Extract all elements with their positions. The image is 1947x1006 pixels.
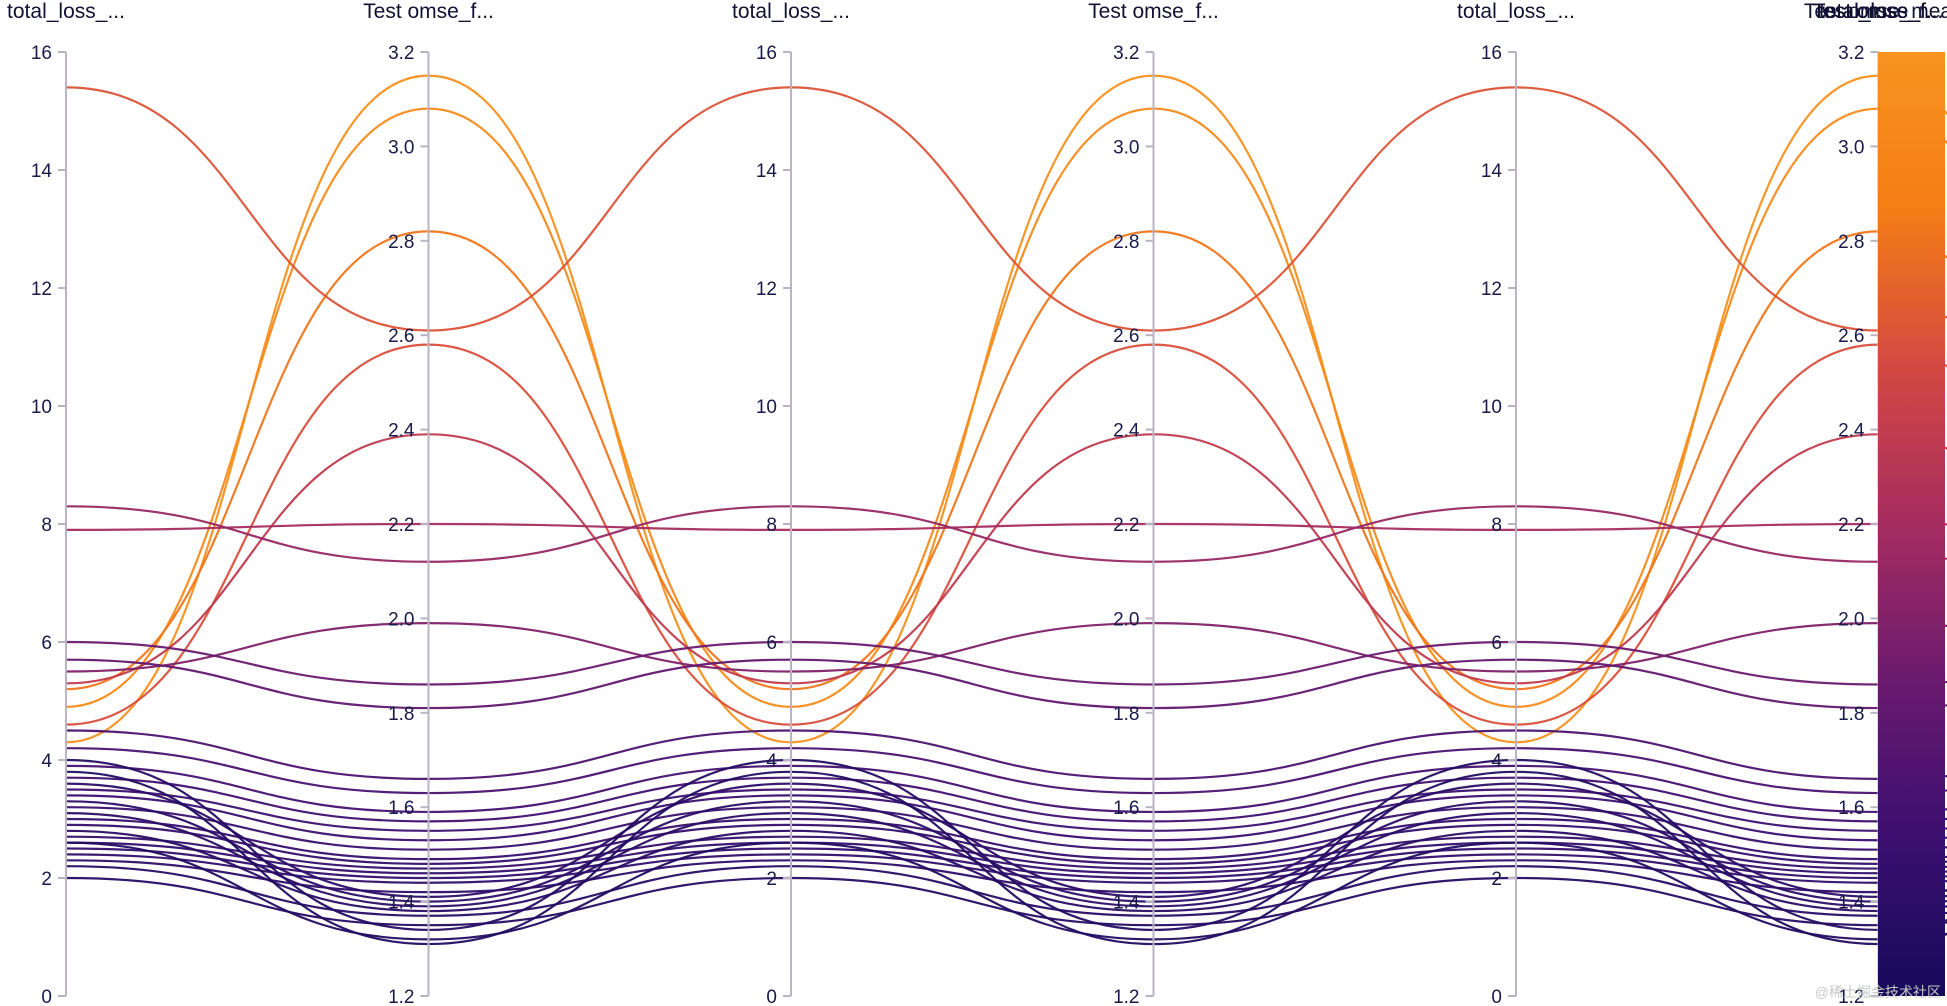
tick-label: 3.0 bbox=[1113, 137, 1139, 158]
axis-title: Test omse_f... bbox=[1813, 0, 1944, 23]
tick-label: 4 bbox=[1491, 751, 1502, 772]
tick-label: 0 bbox=[766, 987, 777, 1006]
tick-label: 1.8 bbox=[1113, 704, 1139, 725]
axis-title: total_loss_... bbox=[1819, 0, 1937, 23]
tick-label: 1.8 bbox=[1838, 704, 1864, 725]
tick-label: 16 bbox=[1481, 43, 1502, 64]
tick-label: 2.0 bbox=[1113, 609, 1139, 630]
axis-title: Test omse_f... bbox=[1813, 0, 1944, 23]
tick-label: 3.0 bbox=[1838, 137, 1864, 158]
axis-title: total_loss_... bbox=[1819, 0, 1937, 23]
tick-label: 1.8 bbox=[388, 704, 414, 725]
tick-label: 8 bbox=[766, 515, 777, 536]
tick-label: 6 bbox=[41, 633, 52, 654]
run-line-13[interactable] bbox=[65, 747, 1947, 795]
tick-label: 10 bbox=[31, 397, 52, 418]
colorbar bbox=[1878, 52, 1945, 996]
tick-label: 12 bbox=[1481, 279, 1502, 300]
tick-label: 1.2 bbox=[1838, 987, 1864, 1006]
axis-9[interactable]: 0246810121416total_loss_... bbox=[1819, 0, 1947, 1006]
tick-label: 4 bbox=[41, 751, 52, 772]
run-line-1[interactable] bbox=[65, 74, 1947, 744]
tick-label: 0 bbox=[1491, 987, 1502, 1006]
tick-label: 1.6 bbox=[1838, 798, 1864, 819]
tick-label: 1.4 bbox=[1113, 893, 1140, 914]
axis-title: Test omse_mea bbox=[1804, 0, 1947, 23]
tick-label: 2.4 bbox=[1113, 421, 1140, 442]
axis-title: total_loss_... bbox=[7, 0, 125, 23]
tick-label: 2.6 bbox=[388, 326, 414, 347]
tick-label: 0 bbox=[41, 987, 52, 1006]
tick-label: 2.2 bbox=[1113, 515, 1139, 536]
tick-label: 2.6 bbox=[1838, 326, 1864, 347]
tick-label: 2.8 bbox=[1113, 232, 1139, 253]
axis-title: total_loss_... bbox=[1457, 0, 1575, 23]
tick-label: 3.2 bbox=[1838, 43, 1864, 64]
axis-2[interactable]: 1.2 1.4 1.6 1.8 2.0 2.2 2.4 2.6 2.8 3.0 3.2 Test om… bbox=[363, 0, 494, 1006]
tick-label: 12 bbox=[31, 279, 52, 300]
axis-3[interactable]: 0 2 4 6 8 10 12 14 16 total_loss_... bbox=[732, 0, 850, 1006]
tick-label: 1.2 bbox=[1113, 987, 1139, 1006]
axis-title: Test omse_f... bbox=[1813, 0, 1944, 23]
tick-label: 14 bbox=[31, 161, 53, 182]
tick-label: 10 bbox=[1481, 397, 1502, 418]
axis-title: total_loss_... bbox=[732, 0, 850, 23]
tick-label: 1.6 bbox=[1113, 798, 1139, 819]
tick-label: 2.4 bbox=[388, 421, 415, 442]
tick-label: 6 bbox=[766, 633, 777, 654]
run-line-10[interactable] bbox=[65, 640, 1947, 686]
tick-label: 3.0 bbox=[388, 137, 414, 158]
tick-label: 8 bbox=[1491, 515, 1502, 536]
tick-label: 1.2 bbox=[388, 987, 414, 1006]
run-line-5[interactable] bbox=[65, 343, 1947, 726]
axis-8[interactable]: 1.2 1.4 1.6 1.8 2.0 2.2 2.4 2.6 2.8 3.0 3.2 Test om… bbox=[1813, 0, 1947, 1006]
run-line-32[interactable] bbox=[65, 758, 1947, 932]
run-line-11[interactable] bbox=[65, 658, 1947, 710]
tick-label: 3.2 bbox=[388, 43, 414, 64]
run-line-3[interactable] bbox=[65, 230, 1947, 691]
run-line-12[interactable] bbox=[65, 729, 1947, 780]
tick-label: 1.6 bbox=[388, 798, 414, 819]
tick-label: 2 bbox=[766, 869, 777, 890]
run-line-2[interactable] bbox=[65, 107, 1947, 709]
colorbar-gradient bbox=[1878, 52, 1945, 996]
axis-title: Test omse_f... bbox=[363, 0, 494, 23]
axis-11[interactable]: 1.2 1.4 1.6 1.8 2.0 2.2 2.4 2.6 2.8 3.0 3.2 Test om… bbox=[1804, 0, 1947, 1006]
run-line-34[interactable] bbox=[65, 770, 1947, 946]
tick-label: 8 bbox=[41, 515, 52, 536]
tick-label: 2.8 bbox=[1838, 232, 1864, 253]
tick-label: 16 bbox=[756, 43, 777, 64]
run-line-9[interactable] bbox=[65, 622, 1947, 673]
tick-label: 2.4 bbox=[1838, 421, 1865, 442]
tick-label: 3.2 bbox=[1113, 43, 1139, 64]
axis-7[interactable]: 0246810121416total_loss_... bbox=[1819, 0, 1947, 1006]
axis-5[interactable]: 0 2 4 6 8 10 12 14 16 total_loss_... bbox=[1457, 0, 1575, 1006]
tick-label: 2.2 bbox=[388, 515, 414, 536]
tick-label: 1.4 bbox=[388, 893, 415, 914]
tick-label: 6 bbox=[1491, 633, 1502, 654]
axis-10[interactable]: 1.2 1.4 1.6 1.8 2.0 2.2 2.4 2.6 2.8 3.0 3.2 Test om… bbox=[1813, 0, 1947, 1006]
tick-label: 2 bbox=[1491, 869, 1502, 890]
tick-label: 10 bbox=[756, 397, 777, 418]
tick-label: 2.0 bbox=[1838, 609, 1864, 630]
tick-label: 16 bbox=[31, 43, 52, 64]
tick-label: 2.8 bbox=[388, 232, 414, 253]
run-lines bbox=[65, 74, 1947, 946]
tick-label: 4 bbox=[766, 751, 777, 772]
tick-label: 2.6 bbox=[1113, 326, 1139, 347]
tick-label: 2.2 bbox=[1838, 515, 1864, 536]
axis-title: Test omse_f... bbox=[1088, 0, 1219, 23]
tick-label: 14 bbox=[1481, 161, 1503, 182]
run-line-4[interactable] bbox=[65, 86, 1947, 332]
axis-1[interactable]: 0 2 4 6 8 10 12 14 16 total_loss_... bbox=[7, 0, 125, 1006]
axis-4[interactable]: 1.2 1.4 1.6 1.8 2.0 2.2 2.4 2.6 2.8 3.0 3.2 Test om… bbox=[1088, 0, 1219, 1006]
tick-label: 2.0 bbox=[388, 609, 414, 630]
watermark-text: @稀土掘金技术社区 bbox=[1814, 984, 1941, 1000]
run-line-6[interactable] bbox=[65, 433, 1947, 685]
tick-label: 12 bbox=[756, 279, 777, 300]
tick-label: 2 bbox=[41, 869, 52, 890]
tick-label: 1.4 bbox=[1838, 893, 1865, 914]
tick-label: 14 bbox=[756, 161, 778, 182]
